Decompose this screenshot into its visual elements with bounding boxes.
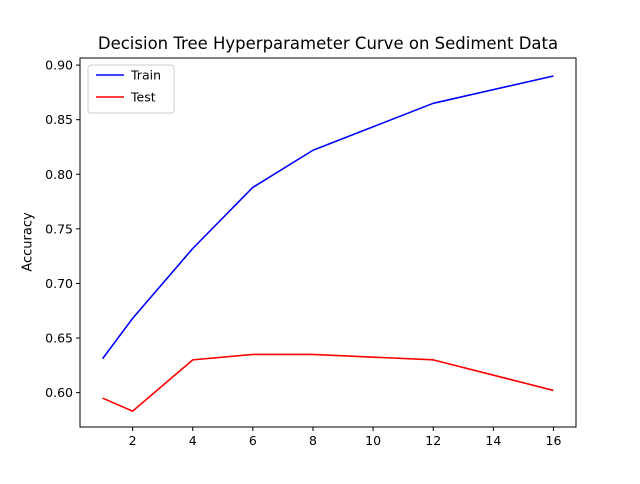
- y-axis-label: Accuracy: [21, 212, 36, 272]
- y-tick-label: 0.65: [45, 331, 73, 346]
- y-tick-label: 0.80: [45, 167, 73, 182]
- plot-area: 2 4 6 8 10 12 14 16 0.60 0.65 0.70 0.75 0.80 0.85 0.90…: [45, 57, 577, 448]
- x-tick-label: 2: [129, 433, 137, 448]
- series-line-test: [102, 353, 554, 412]
- x-tick-label: 10: [365, 433, 381, 448]
- x-tick-label: 4: [189, 433, 197, 448]
- x-tick-label: 14: [485, 433, 501, 448]
- x-tick-label: 12: [425, 433, 441, 448]
- x-tick-label: 16: [546, 433, 562, 448]
- x-tick-label: 6: [249, 433, 257, 448]
- legend-label-train: Train: [130, 68, 161, 83]
- y-tick-label: 0.75: [45, 221, 73, 236]
- y-tick-label: 0.70: [45, 276, 73, 291]
- y-tick-label: 0.60: [45, 385, 73, 400]
- plot-frame: [79, 57, 577, 428]
- legend-label-test: Test: [130, 90, 156, 105]
- legend-box: [87, 64, 175, 114]
- series-line-train: [101, 75, 554, 360]
- y-tick-label: 0.90: [45, 58, 73, 73]
- chart-title: Decision Tree Hyperparameter Curve on Se…: [98, 34, 558, 53]
- x-tick-label: 8: [309, 433, 317, 448]
- y-tick-label: 0.85: [45, 112, 73, 127]
